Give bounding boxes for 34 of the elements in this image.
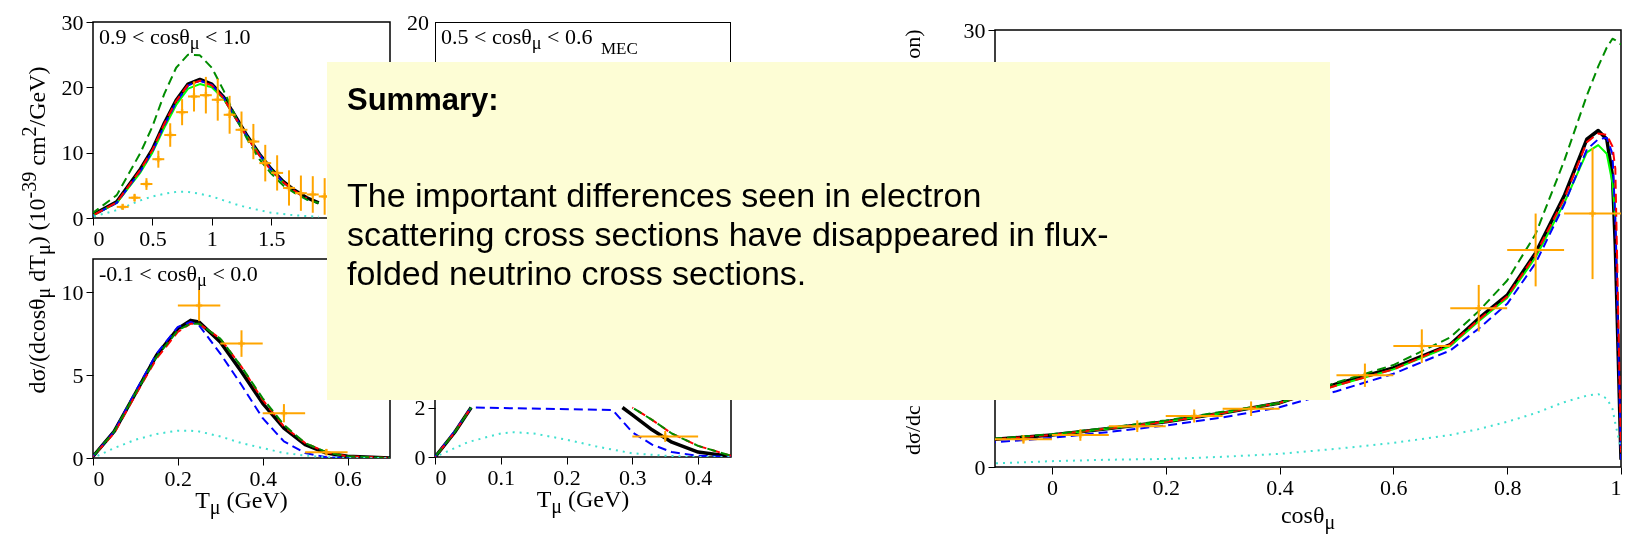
x-tick-label: 0.6 <box>334 465 362 491</box>
x-tick-label: 1 <box>1610 474 1622 500</box>
annotation: -0.1 < cosθ$_{μ}$ < 0.0 <box>99 261 258 291</box>
x-tick-label: 0.4 <box>1266 474 1294 500</box>
x-tick-label: 0.4 <box>684 464 713 490</box>
x-axis-title: cosθ$_{μ}$ <box>1280 502 1336 533</box>
text: MEC <box>601 39 638 58</box>
y-tick-label: 2 <box>414 395 426 420</box>
y-tick-label: 10 <box>61 279 84 305</box>
x-tick-label: 0.1 <box>487 464 516 490</box>
y-tick-label: 30 <box>61 9 84 35</box>
x-tick-label: 0 <box>435 464 447 490</box>
y-tick-label: 10 <box>61 140 84 166</box>
text: on) <box>900 29 925 59</box>
y-tick-label: 0 <box>72 445 84 471</box>
y-tick-label: 30 <box>963 17 986 43</box>
x-tick-label: 0 <box>93 465 105 491</box>
text: dσ/dc <box>900 405 925 455</box>
x-tick-label: 1.5 <box>257 225 286 251</box>
y-tick-label: 5 <box>72 362 84 388</box>
x-tick-label: 0.8 <box>1493 474 1522 500</box>
x-tick-label: 0.2 <box>1152 474 1180 500</box>
annotation: The important differences seen in electron scattering cross sections have disappeared in flux-folded neutrino cross sections. <box>347 176 1110 293</box>
x-tick-label: 0 <box>1046 474 1058 500</box>
y-tick-label: 0 <box>72 205 84 231</box>
x-tick-label: 1 <box>206 225 218 251</box>
text: Summary: <box>347 82 500 118</box>
text: 0.5 < cosθ$_{μ}$ < 0.6 <box>441 24 593 54</box>
x-tick-label: 0 <box>93 225 105 251</box>
x-tick-label: 0.6 <box>1380 474 1408 500</box>
x-tick-label: 0.2 <box>164 465 193 491</box>
annotation: 0.9 < cosθ$_{μ}$ < 1.0 <box>99 24 251 54</box>
x-tick-label: 0.5 <box>139 225 167 251</box>
y-tick-label: 20 <box>61 74 84 100</box>
